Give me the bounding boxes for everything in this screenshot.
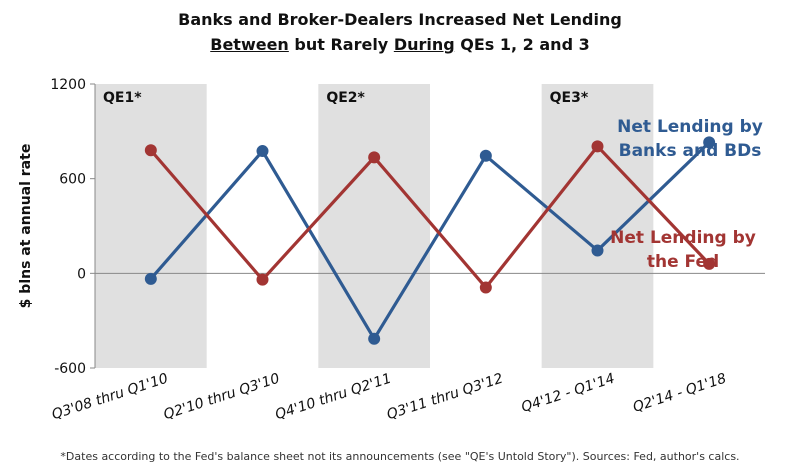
title-emphasis-between: Between bbox=[210, 35, 289, 54]
x-category-label: Q3'08 thru Q1'10 bbox=[50, 371, 170, 424]
series-2-point bbox=[591, 140, 604, 153]
series-1-point bbox=[144, 272, 157, 285]
y-tick-label: 1200 bbox=[50, 77, 86, 93]
y-tick-label: 0 bbox=[77, 266, 86, 282]
title-text-middle: but Rarely bbox=[288, 35, 394, 54]
chart-title-line-1: Banks and Broker-Dealers Increased Net L… bbox=[178, 10, 622, 29]
y-tick-label: 600 bbox=[59, 172, 86, 188]
series-2-point bbox=[368, 151, 381, 164]
series-2-label: Net Lending by bbox=[610, 228, 756, 248]
line-chart: QE1* QE2* QE3* 1200 600 0 -600 $ blns at annual… bbox=[18, 77, 765, 424]
qe-shade-band-2 bbox=[318, 84, 430, 368]
x-category-label: Q3'11 thru Q3'12 bbox=[385, 371, 505, 424]
series-1-point bbox=[479, 149, 492, 162]
x-category-label: Q4'12 - Q1'14 bbox=[519, 371, 616, 416]
series-2-point bbox=[144, 144, 157, 157]
footnote: *Dates according to the Fed's balance sh… bbox=[60, 450, 740, 463]
series-1-point bbox=[368, 332, 381, 345]
title-text-end: QEs 1, 2 and 3 bbox=[454, 35, 590, 54]
qe-label-1: QE1* bbox=[103, 90, 142, 106]
x-category-label: Q2'14 - Q1'18 bbox=[631, 371, 728, 416]
y-axis-label: $ blns at annual rate bbox=[18, 144, 34, 309]
series-line-1 bbox=[149, 141, 711, 341]
series-2-point bbox=[256, 273, 269, 286]
series-1-point bbox=[256, 145, 269, 158]
qe-shade-band-3 bbox=[541, 84, 654, 368]
x-category-label: Q2'10 thru Q3'10 bbox=[162, 371, 282, 424]
series-1-label: Net Lending by bbox=[617, 117, 763, 137]
series-2-point bbox=[703, 257, 716, 270]
series-1-point bbox=[591, 244, 604, 257]
series-2-point bbox=[479, 281, 492, 294]
qe-shade-band-1 bbox=[95, 84, 207, 368]
series-2-label: the Fed bbox=[647, 252, 719, 272]
chart-title-line-2: Between but Rarely During QEs 1, 2 and 3 bbox=[0, 35, 800, 54]
series-1-point bbox=[703, 136, 716, 149]
title-emphasis-during: During bbox=[393, 35, 455, 54]
series-line-2 bbox=[149, 144, 711, 290]
qe-label-2: QE2* bbox=[326, 90, 365, 106]
qe-label-3: QE3* bbox=[550, 90, 589, 106]
series-1-label: Banks and BDs bbox=[619, 141, 762, 161]
y-tick-label: -600 bbox=[54, 361, 86, 377]
x-category-label: Q4'10 thru Q2'11 bbox=[273, 371, 393, 424]
